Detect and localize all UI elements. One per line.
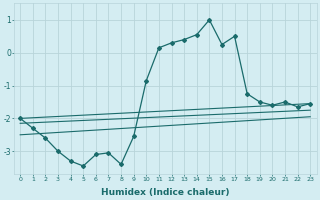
X-axis label: Humidex (Indice chaleur): Humidex (Indice chaleur) — [101, 188, 229, 197]
